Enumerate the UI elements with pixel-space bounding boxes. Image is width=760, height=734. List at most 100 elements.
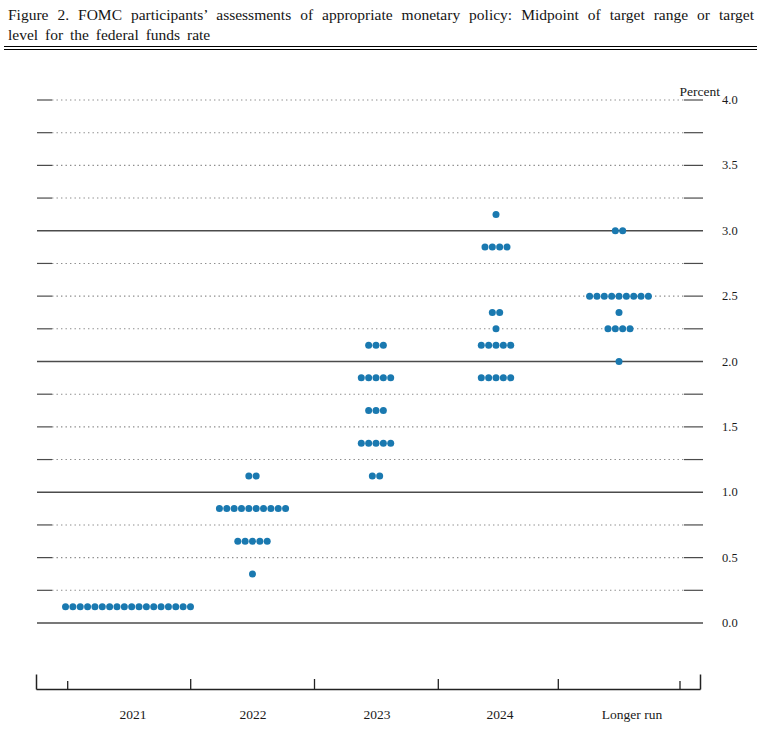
x-category-label: 2024 [487,707,514,722]
projection-dot [478,374,485,381]
projection-dot [282,505,289,512]
projection-dot [493,374,500,381]
projection-dot [91,603,98,610]
y-tick-label: 0.5 [722,551,738,565]
projection-dot [62,603,69,610]
projection-dot [380,407,387,414]
projection-dot [616,358,623,365]
projection-dot [489,309,496,316]
projection-dot [267,505,274,512]
projection-dot [238,505,245,512]
projection-dot [493,325,500,332]
projection-dot [630,293,637,300]
projection-dot [507,374,514,381]
projection-dot [586,293,593,300]
fomc-figure-page: Figure 2. FOMC participants’ assessments… [0,0,760,734]
projection-dot [365,374,372,381]
x-category-label: 2021 [120,707,147,722]
projection-dot [493,342,500,349]
x-category-label: 2023 [364,707,391,722]
projection-dot [260,505,267,512]
x-category-label: Longer run [602,707,663,722]
projection-dot [172,603,179,610]
projection-dot [373,374,380,381]
projection-dot [358,374,365,381]
projection-dot [496,309,503,316]
projection-dot [256,538,263,545]
projection-dot [485,374,492,381]
projection-dot [496,244,503,251]
y-tick-label: 4.0 [722,93,738,107]
projection-dot [365,407,372,414]
projection-dot [165,603,172,610]
projection-dot [365,440,372,447]
projection-dot [612,227,619,234]
y-tick-label: 2.5 [722,289,738,303]
projection-dot [478,342,485,349]
projection-dot [136,603,143,610]
projection-dot [69,603,76,610]
projection-dot [264,538,271,545]
projection-dot [507,342,514,349]
dot-plot-chart: 0.00.51.01.52.02.53.03.54.0Percent202120… [0,0,760,734]
projection-dot [121,603,128,610]
projection-dot [387,374,394,381]
x-category-label: 2022 [240,707,267,722]
projection-dot [645,293,652,300]
projection-dot [616,309,623,316]
projection-dot [365,342,372,349]
projection-dot [500,342,507,349]
projection-dot [481,244,488,251]
projection-dot [608,293,615,300]
projection-dot [180,603,187,610]
projection-dot [493,211,500,218]
projection-dot [143,603,150,610]
projection-dot [187,603,194,610]
projection-dot [623,293,630,300]
projection-dot [223,505,230,512]
projection-dot [245,472,252,479]
projection-dot [84,603,91,610]
projection-dot [358,440,365,447]
y-tick-label: 3.5 [722,158,738,172]
y-tick-label: 3.0 [722,224,738,238]
projection-dot [77,603,84,610]
projection-dot [249,570,256,577]
projection-dot [380,342,387,349]
projection-dot [231,505,238,512]
projection-dot [242,538,249,545]
projection-dot [373,407,380,414]
projection-dot [601,293,608,300]
projection-dot [216,505,223,512]
projection-dot [612,325,619,332]
projection-dot [380,374,387,381]
projection-dot [245,505,252,512]
y-tick-label: 2.0 [722,355,738,369]
y-tick-label: 1.0 [722,485,738,499]
projection-dot [485,342,492,349]
projection-dot [275,505,282,512]
projection-dot [627,325,634,332]
projection-dot [604,325,611,332]
projection-dot [616,293,623,300]
projection-dot [376,472,383,479]
projection-dot [128,603,135,610]
projection-dot [489,244,496,251]
projection-dot [158,603,165,610]
projection-dot [113,603,120,610]
projection-dot [619,325,626,332]
projection-dot [373,440,380,447]
projection-dot [619,227,626,234]
projection-dot [99,603,106,610]
projection-dot [253,505,260,512]
y-axis-unit-label: Percent [680,84,721,99]
projection-dot [500,374,507,381]
projection-dot [150,603,157,610]
projection-dot [504,244,511,251]
projection-dot [106,603,113,610]
projection-dot [593,293,600,300]
projection-dot [249,538,256,545]
projection-dot [373,342,380,349]
projection-dot [253,472,260,479]
y-tick-label: 1.5 [722,420,738,434]
